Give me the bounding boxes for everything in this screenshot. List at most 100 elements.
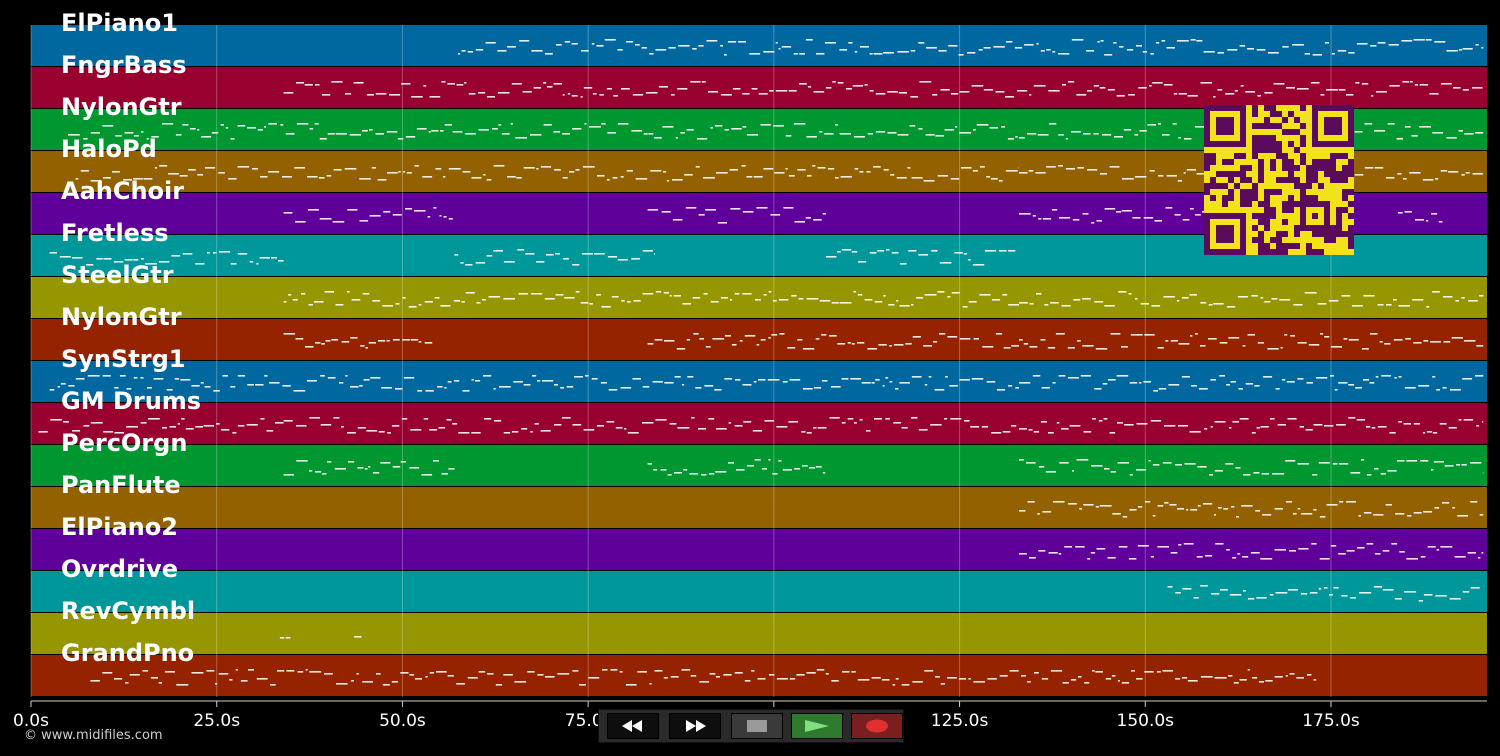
note-event [1285,460,1296,462]
track-lane[interactable] [31,613,1487,654]
note-event [197,174,203,176]
note-event [653,469,658,471]
qr-code[interactable] [1204,104,1354,256]
note-event [1107,89,1115,91]
note-event [773,125,784,127]
note-event [1363,512,1372,514]
note-event [1190,39,1196,41]
track-lane[interactable] [31,487,1487,528]
note-event [168,173,179,175]
track-lane[interactable] [31,277,1487,318]
note-event [545,53,553,55]
note-event [976,124,989,126]
note-event [304,84,313,86]
note-event [421,474,433,476]
play-button[interactable] [791,713,843,739]
note-event [257,129,263,131]
note-event [283,333,295,335]
track-lane[interactable] [31,445,1487,486]
note-event [240,680,248,682]
note-event [1065,168,1075,170]
note-event [1184,463,1196,465]
track-lane[interactable] [31,655,1487,696]
note-event [680,132,685,134]
stop-button[interactable] [731,713,783,739]
note-event [1104,208,1116,210]
note-event [1217,52,1224,54]
note-event [607,256,618,258]
note-event [142,670,149,672]
note-event [1028,170,1034,172]
note-event [842,671,850,673]
note-event [1094,388,1102,390]
track-lane[interactable] [31,319,1487,360]
note-event [774,172,785,174]
note-event [984,250,996,252]
note-event [893,422,901,424]
note-event [369,129,373,131]
track-lane[interactable] [31,529,1487,570]
note-event [1150,420,1162,422]
note-event [731,344,737,346]
note-event [387,432,391,434]
note-event [580,302,589,304]
note-event [1317,303,1327,305]
note-event [259,257,270,259]
record-button[interactable] [851,713,903,739]
note-event [1014,47,1023,49]
note-event [875,379,880,381]
note-event [585,375,589,377]
note-event [1286,381,1295,383]
rewind-button[interactable] [607,713,659,739]
note-event [641,47,647,49]
note-event [1479,295,1484,297]
note-event [779,299,789,301]
note-event [475,262,486,264]
note-event [621,300,625,302]
track-lane[interactable] [31,25,1487,66]
note-event [1166,47,1175,49]
note-event [1087,90,1093,92]
note-event [1228,337,1240,339]
track-lane[interactable] [31,361,1487,402]
note-event [1318,462,1330,464]
note-event [677,427,690,429]
fast-forward-button[interactable] [669,713,721,739]
note-event [171,255,181,257]
note-event [1404,387,1416,389]
note-event [698,428,707,430]
note-event [1279,299,1291,301]
note-event [1091,222,1095,224]
note-event [789,379,801,381]
note-event [912,336,921,338]
note-event [896,300,899,302]
note-event [1213,96,1216,98]
note-event [1257,95,1261,97]
track-lane[interactable] [31,67,1487,108]
note-event [1158,175,1164,177]
note-event [1299,426,1304,428]
note-event [49,389,55,391]
note-event [851,251,858,253]
note-event [1151,305,1161,307]
note-event [433,207,437,209]
note-event [1458,49,1463,51]
track-lane[interactable] [31,571,1487,612]
note-event [159,165,168,167]
note-event [1095,671,1103,673]
note-event [158,682,162,684]
note-event [961,167,972,169]
note-event [1226,384,1230,386]
note-event [724,378,733,380]
note-event [503,674,513,676]
note-event [1458,419,1462,421]
note-event [1061,428,1069,430]
note-event [309,128,314,130]
note-event [1104,468,1110,470]
note-event [418,341,422,343]
note-event [1361,83,1369,85]
note-event [553,131,561,133]
note-event [1005,170,1018,172]
track-lane[interactable] [31,403,1487,444]
note-event [1245,91,1255,93]
